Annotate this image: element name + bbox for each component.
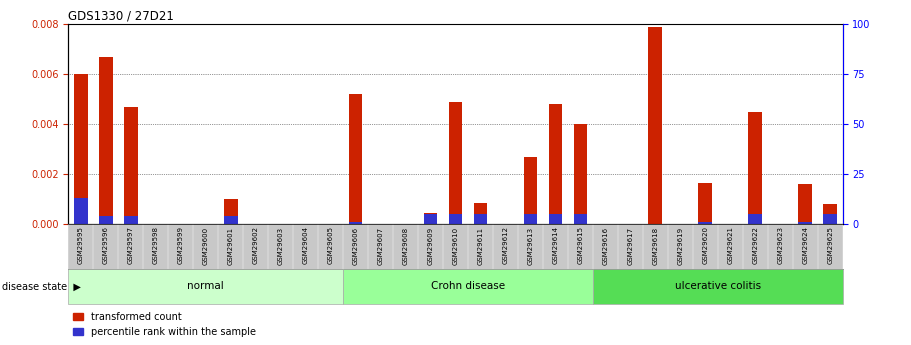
- Text: GSM29622: GSM29622: [752, 226, 758, 264]
- Bar: [824, 214, 837, 224]
- Bar: [574, 214, 588, 224]
- Bar: [474, 214, 487, 224]
- Bar: [424, 213, 437, 224]
- Bar: [448, 102, 463, 224]
- Bar: [124, 216, 138, 224]
- Text: GSM29618: GSM29618: [652, 226, 659, 265]
- Bar: [548, 214, 562, 224]
- Bar: [474, 203, 487, 224]
- Text: GSM29608: GSM29608: [403, 226, 408, 265]
- Bar: [798, 184, 812, 224]
- Text: GDS1330 / 27D21: GDS1330 / 27D21: [68, 10, 174, 23]
- Text: GSM29620: GSM29620: [702, 226, 708, 265]
- Bar: [748, 112, 763, 224]
- Text: GSM29623: GSM29623: [777, 226, 783, 265]
- Bar: [524, 157, 537, 224]
- Text: ulcerative colitis: ulcerative colitis: [675, 282, 761, 291]
- Text: GSM29603: GSM29603: [278, 226, 283, 265]
- Text: GSM29621: GSM29621: [727, 226, 733, 265]
- Bar: [524, 214, 537, 224]
- Bar: [593, 269, 843, 304]
- Text: GSM29619: GSM29619: [677, 226, 683, 265]
- Text: GSM29611: GSM29611: [477, 226, 484, 265]
- Text: GSM29625: GSM29625: [827, 226, 834, 264]
- Text: GSM29596: GSM29596: [103, 226, 108, 265]
- Text: GSM29616: GSM29616: [602, 226, 609, 265]
- Text: GSM29601: GSM29601: [228, 226, 234, 265]
- Text: normal: normal: [188, 282, 224, 291]
- Text: GSM29602: GSM29602: [252, 226, 259, 265]
- Bar: [224, 199, 238, 224]
- Bar: [649, 27, 662, 224]
- Bar: [574, 124, 588, 224]
- Text: GSM29609: GSM29609: [427, 226, 434, 265]
- Text: disease state  ▶: disease state ▶: [2, 282, 81, 291]
- Text: GSM29600: GSM29600: [203, 226, 209, 265]
- Text: GSM29606: GSM29606: [353, 226, 359, 265]
- Bar: [343, 269, 593, 304]
- Text: GSM29614: GSM29614: [552, 226, 558, 265]
- Text: GSM29610: GSM29610: [453, 226, 458, 265]
- Bar: [824, 204, 837, 224]
- Bar: [349, 222, 363, 224]
- Text: GSM29605: GSM29605: [328, 226, 333, 265]
- Bar: [124, 107, 138, 224]
- Text: GSM29617: GSM29617: [628, 226, 633, 265]
- Legend: transformed count, percentile rank within the sample: transformed count, percentile rank withi…: [73, 312, 256, 337]
- Text: GSM29604: GSM29604: [302, 226, 309, 265]
- Bar: [74, 198, 87, 224]
- Bar: [68, 269, 343, 304]
- Text: GSM29612: GSM29612: [503, 226, 508, 265]
- Bar: [548, 104, 562, 224]
- Text: GSM29607: GSM29607: [377, 226, 384, 265]
- Bar: [74, 74, 87, 224]
- Text: GSM29613: GSM29613: [527, 226, 534, 265]
- Text: GSM29615: GSM29615: [578, 226, 583, 265]
- Text: GSM29598: GSM29598: [153, 226, 159, 265]
- Text: GSM29595: GSM29595: [77, 226, 84, 264]
- Bar: [99, 57, 113, 224]
- Bar: [224, 216, 238, 224]
- Bar: [99, 216, 113, 224]
- Text: GSM29597: GSM29597: [128, 226, 134, 265]
- Bar: [798, 222, 812, 224]
- Bar: [448, 214, 463, 224]
- Bar: [699, 222, 712, 224]
- Text: Crohn disease: Crohn disease: [431, 282, 505, 291]
- Text: GSM29599: GSM29599: [178, 226, 184, 265]
- Bar: [349, 94, 363, 224]
- Bar: [424, 214, 437, 224]
- Bar: [748, 214, 763, 224]
- Text: GSM29624: GSM29624: [803, 226, 808, 264]
- Bar: [699, 183, 712, 224]
